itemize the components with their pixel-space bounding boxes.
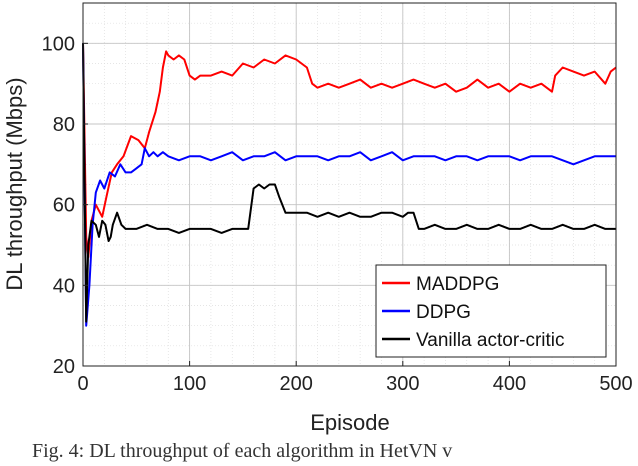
x-tick-label: 300 (386, 373, 419, 395)
legend-box (375, 264, 607, 358)
chart: 0 100 200 300 400 500 20 40 60 80 100 Episode DL t… (2, 2, 633, 435)
y-tick-label: 60 (53, 195, 75, 217)
ticks: 0 100 200 300 400 500 20 40 60 80 100 (42, 33, 633, 395)
x-axis-label: Episode (310, 410, 390, 435)
legend-label-maddpg: MADDPG (416, 274, 499, 295)
y-tick-label: 100 (42, 33, 75, 55)
legend-label-ddpg: DDPG (416, 302, 471, 323)
series-line-ddpg (82, 43, 616, 327)
x-tick-label: 500 (599, 373, 632, 395)
y-tick-label: 80 (53, 114, 75, 136)
series-layer (82, 43, 617, 327)
legend: MADDPG DDPG Vanilla actor-critic (375, 264, 607, 358)
legend-label-vanilla-actor-critic: Vanilla actor-critic (416, 330, 565, 351)
series-line-vanilla-actor-critic (82, 43, 616, 323)
x-tick-label: 100 (173, 373, 206, 395)
y-tick-label: 20 (53, 356, 75, 378)
figure-caption: Fig. 4: DL throughput of each algorithm … (32, 440, 453, 462)
x-tick-label: 400 (493, 373, 526, 395)
plot-frame (82, 2, 617, 367)
x-tick-label: 200 (280, 373, 313, 395)
y-axis-label: DL throughput (Mbps) (2, 77, 27, 290)
series-line-maddpg (82, 43, 617, 259)
y-tick-label: 40 (53, 275, 75, 297)
x-tick-label: 0 (77, 373, 88, 395)
